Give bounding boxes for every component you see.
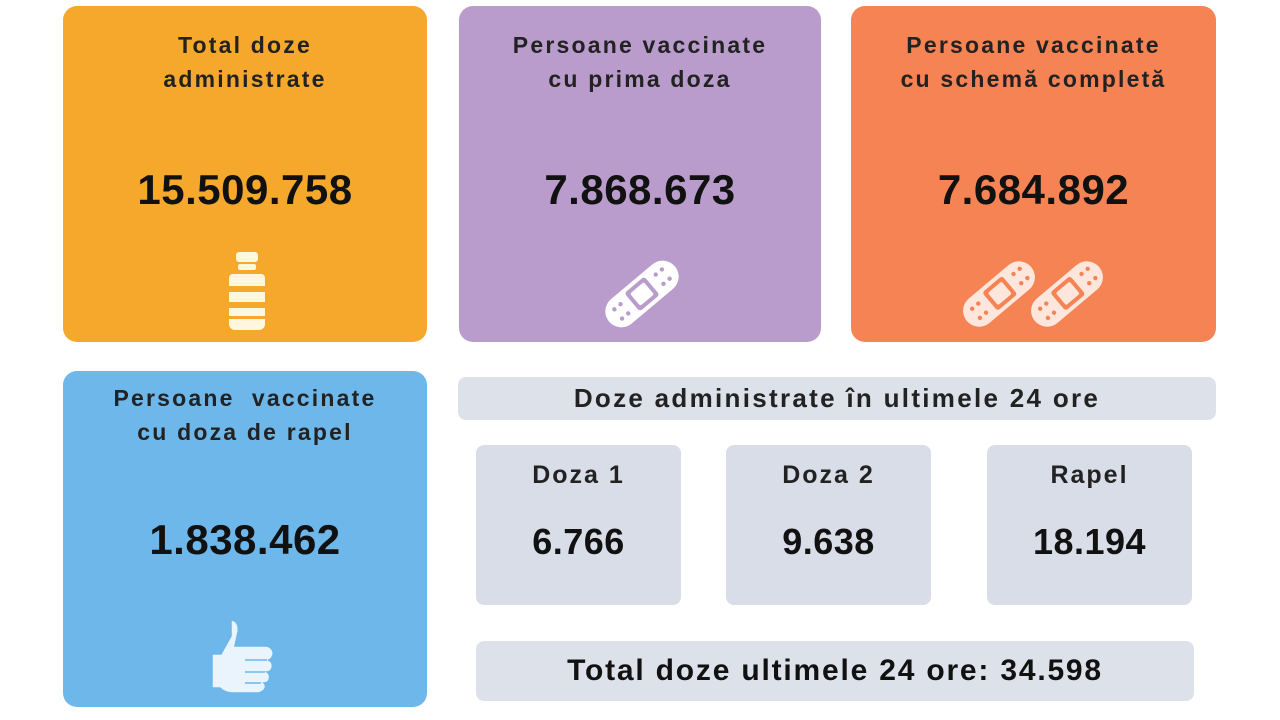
dose2-24h-label: Doza 2 [782, 461, 875, 489]
booster-title: Persoane vaccinate cu doza de rapel [63, 381, 427, 449]
full-scheme-value: 7.684.892 [937, 166, 1130, 213]
first-dose-value: 7.868.673 [544, 166, 736, 213]
bandage-icon [597, 254, 687, 339]
total-doses-title-line2: administrate [163, 66, 327, 92]
total-doses-title-line1: Total doze [177, 32, 312, 58]
booster-24h-label: Rapel [1050, 461, 1129, 489]
dose1-24h-value: 6.766 [532, 521, 625, 562]
last-24h-header: Doze administrate în ultimele 24 ore [458, 377, 1216, 420]
booster-value: 1.838.462 [149, 516, 341, 563]
first-dose-title-line2: cu prima doza [548, 66, 732, 92]
first-dose-title-line1: Persoane vaccinate [512, 32, 768, 58]
two-bandages-icon [955, 252, 1113, 341]
dose1-24h-label: Doza 1 [532, 461, 625, 489]
vial-icon [225, 250, 269, 337]
booster-24h-value: 18.194 [1032, 521, 1147, 562]
total-doses-title: Total doze administrate [63, 28, 427, 96]
dose1-24h-card: Doza 1 6.766 [476, 445, 681, 605]
booster-card: Persoane vaccinate cu doza de rapel 1.83… [63, 371, 427, 707]
total-doses-value: 15.509.758 [137, 166, 353, 213]
first-dose-title: Persoane vaccinate cu prima doza [459, 28, 821, 96]
total-24h-banner: Total doze ultimele 24 ore: 34.598 [476, 641, 1194, 701]
full-scheme-card: Persoane vaccinate cu schemă completă 7.… [851, 6, 1216, 342]
thumbs-up-icon [201, 616, 283, 701]
full-scheme-title-line2: cu schemă completă [900, 66, 1167, 92]
booster-title-line1: Persoane vaccinate [113, 385, 377, 411]
booster-24h-card: Rapel 18.194 [987, 445, 1192, 605]
dose2-24h-value: 9.638 [782, 521, 875, 562]
full-scheme-title: Persoane vaccinate cu schemă completă [851, 28, 1216, 96]
total-doses-card: Total doze administrate 15.509.758 [63, 6, 427, 342]
first-dose-card: Persoane vaccinate cu prima doza 7.868.6… [459, 6, 821, 342]
dose2-24h-card: Doza 2 9.638 [726, 445, 931, 605]
full-scheme-title-line1: Persoane vaccinate [906, 32, 1161, 58]
booster-title-line2: cu doza de rapel [137, 419, 353, 445]
